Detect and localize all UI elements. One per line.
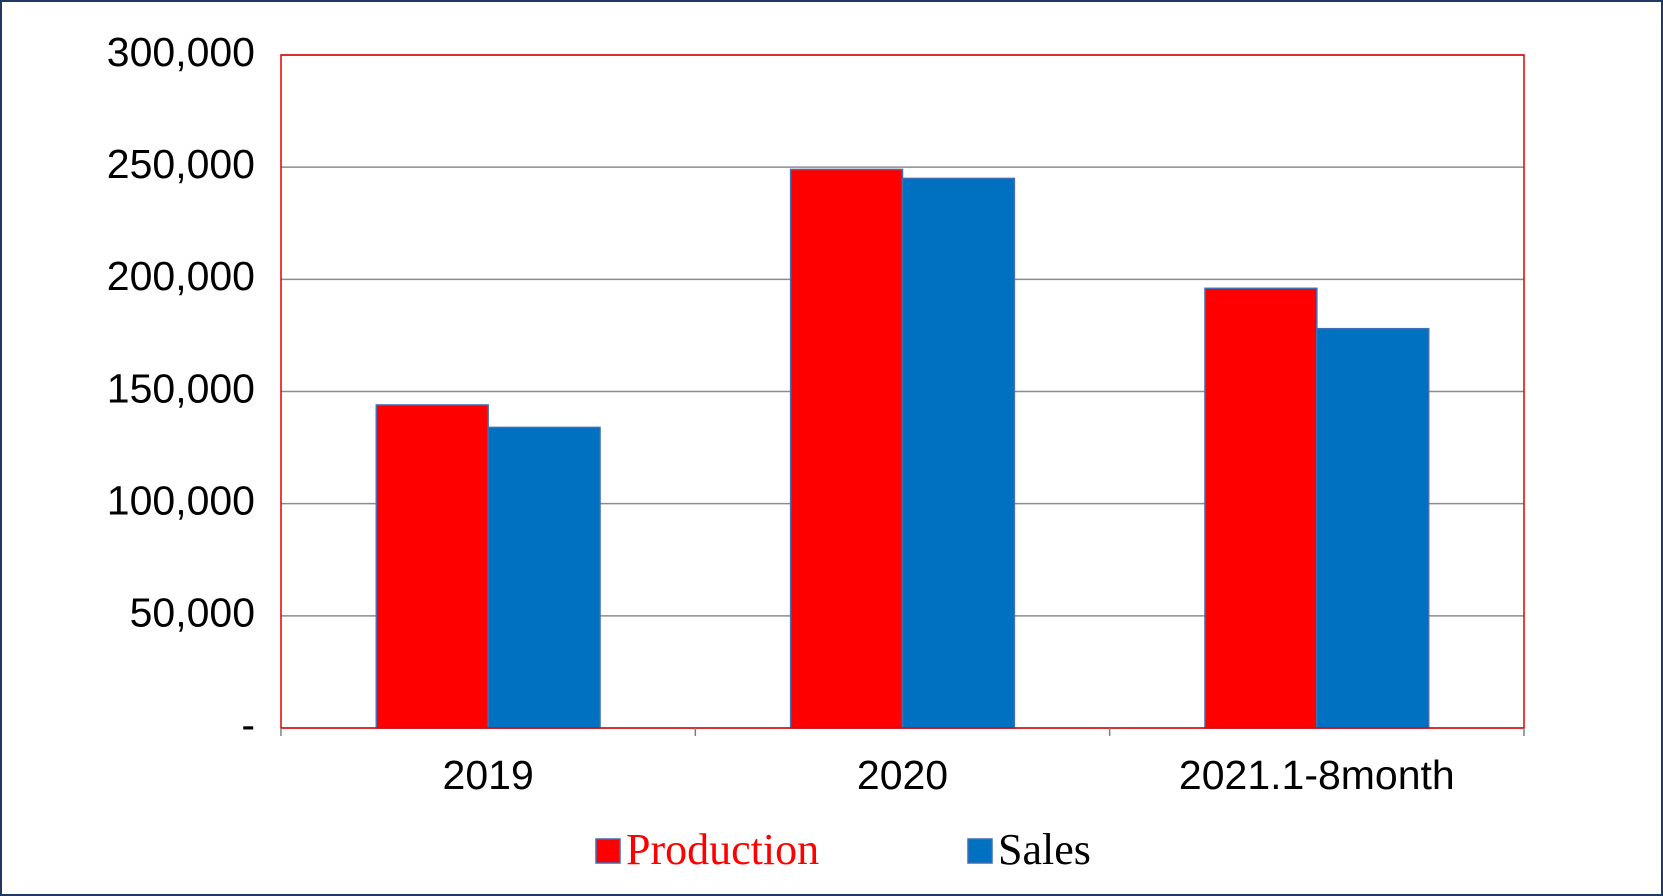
y-tick-label: 300,000 (107, 29, 255, 75)
label-layer: - 50,000 100,000 150,000 200,000 250,000 300,0… (107, 29, 1525, 874)
bar (901, 177, 1016, 729)
legend-swatch (967, 838, 993, 864)
bar (375, 404, 489, 729)
legend-swatch (595, 838, 621, 864)
y-tick-label: 200,000 (107, 253, 255, 299)
bar-layer (375, 168, 1430, 729)
y-tick-label: 150,000 (107, 365, 255, 411)
legend-label: Production (626, 825, 819, 874)
plot-border (280, 54, 1525, 729)
legend-label: Sales (998, 825, 1091, 874)
y-tick-label: 250,000 (107, 141, 255, 187)
bar (1316, 327, 1430, 729)
bar (1204, 287, 1318, 729)
bar (487, 426, 601, 729)
y-tick-label: 50,000 (130, 590, 255, 636)
x-tick-label: 2021.1-8month (1179, 752, 1455, 798)
x-tick-label: 2019 (443, 752, 534, 798)
x-tick-label: 2020 (857, 752, 948, 798)
y-tick-label: - (241, 702, 255, 748)
bar (789, 168, 904, 729)
y-tick-label: 100,000 (107, 477, 255, 523)
